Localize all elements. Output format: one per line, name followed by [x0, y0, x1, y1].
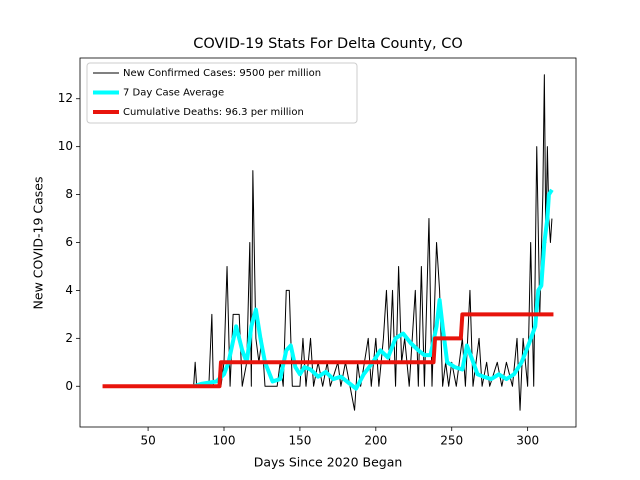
y-tick-label: 10 [58, 139, 73, 153]
legend-label: 7 Day Case Average [123, 88, 224, 99]
y-tick-label: 6 [65, 235, 73, 249]
series-line [102, 312, 554, 389]
y-tick-label: 8 [65, 187, 73, 201]
x-tick-label: 150 [288, 434, 311, 448]
y-tick-label: 4 [65, 283, 73, 297]
y-tick-label: 12 [58, 91, 73, 105]
y-axis-label: New COVID-19 Cases [31, 177, 46, 310]
y-tick-label: 2 [65, 331, 73, 345]
x-tick-label: 250 [440, 434, 463, 448]
y-tick-label: 0 [65, 379, 73, 393]
x-axis-label: Days Since 2020 Began [254, 455, 403, 470]
legend: New Confirmed Cases: 9500 per million 7 D… [86, 62, 358, 124]
x-tick-label: 300 [516, 434, 539, 448]
chart-title: COVID-19 Stats For Delta County, CO [193, 36, 463, 52]
x-tick-label: 100 [213, 434, 236, 448]
x-tick-label: 200 [364, 434, 387, 448]
series-line [193, 188, 554, 391]
legend-label: Cumulative Deaths: 96.3 per million [123, 107, 304, 118]
legend-box [86, 62, 358, 124]
plot-area [102, 74, 554, 411]
legend-label: New Confirmed Cases: 9500 per million [123, 68, 321, 79]
series-line [193, 74, 553, 411]
x-tick-label: 50 [140, 434, 155, 448]
